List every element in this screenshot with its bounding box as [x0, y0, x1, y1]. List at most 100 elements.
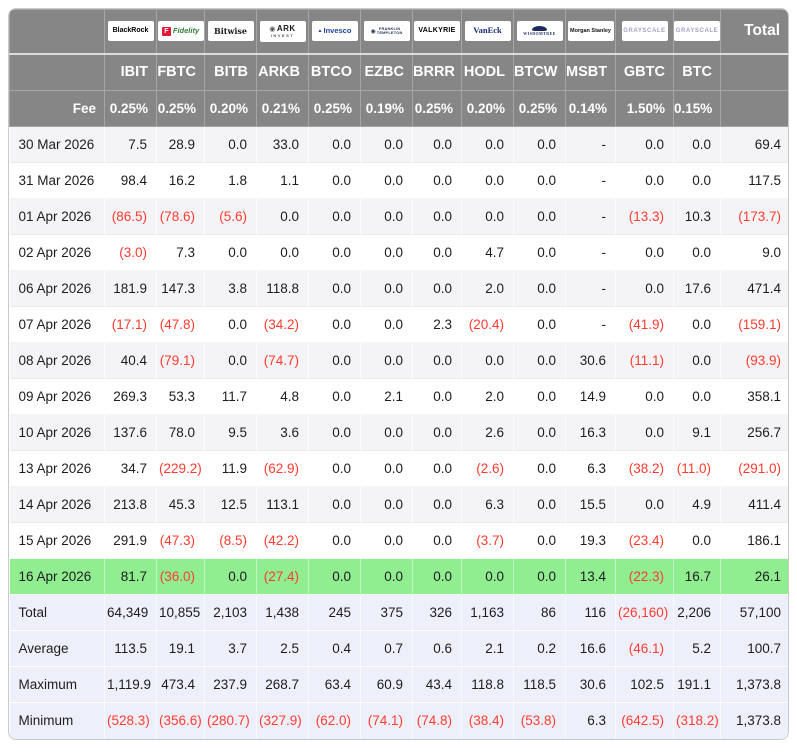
- flow-cell: 4.7: [461, 234, 514, 271]
- logo-text: WISDOMTREE: [523, 26, 555, 37]
- flow-cell: 16.7: [673, 558, 721, 595]
- row-total-cell: 9.0: [720, 234, 788, 271]
- fee-cell-hodl: 0.20%: [461, 90, 514, 127]
- summary-cell: 375: [360, 594, 413, 631]
- summary-cell: 0.4: [308, 630, 361, 667]
- flow-cell: 11.9: [204, 450, 257, 487]
- fee-cell-btc: 0.15%: [673, 90, 721, 127]
- provider-logo-text: WISDOMTREE: [523, 30, 556, 36]
- provider-logo-cell: GRAYSCALE: [673, 9, 721, 55]
- summary-cell: 2,103: [204, 594, 257, 631]
- flow-cell: 0.0: [673, 162, 721, 199]
- summary-cell: 3.7: [204, 630, 257, 667]
- table-row: 09 Apr 2026 269.3 53.3 11.7 4.8 0.0 2.1 0.0 2.0 0…: [9, 378, 788, 415]
- vaneck-logo: VanEck: [464, 21, 511, 42]
- flow-cell: (41.9): [615, 306, 674, 343]
- fee-cell-btco: 0.25%: [308, 90, 361, 127]
- date-cell: 07 Apr 2026: [9, 306, 105, 343]
- flow-cell: 0.0: [308, 558, 361, 595]
- provider-logo-text: Bitwise: [213, 25, 247, 36]
- flow-cell: 0.0: [513, 522, 566, 559]
- summary-cell: 116: [565, 594, 616, 631]
- summary-cell: 1,119.9: [104, 666, 157, 703]
- flow-cell: 0.0: [308, 342, 361, 379]
- summary-cell: 237.9: [204, 666, 257, 703]
- flow-cell: 0.0: [673, 126, 721, 163]
- flow-cell: 118.8: [256, 270, 309, 307]
- column-header-brrr: BRRR: [412, 53, 462, 91]
- table-row: 06 Apr 2026 181.9 147.3 3.8 118.8 0.0 0.0 0.0 2.…: [9, 270, 788, 307]
- date-cell: 31 Mar 2026: [9, 162, 105, 199]
- flow-cell: 9.5: [204, 414, 257, 451]
- date-cell: 15 Apr 2026: [9, 522, 105, 559]
- flow-cell: 7.5: [104, 126, 157, 163]
- column-header-gbtc: GBTC: [615, 53, 674, 91]
- flow-cell: 0.0: [673, 342, 721, 379]
- flow-cell: 0.0: [360, 558, 413, 595]
- date-cell: 02 Apr 2026: [9, 234, 105, 271]
- provider-logo-text: VanEck: [473, 25, 502, 36]
- summary-cell: 6.3: [565, 702, 616, 739]
- flow-cell: 0.0: [412, 378, 462, 415]
- column-header-ezbc: EZBC: [360, 53, 413, 91]
- summary-row-minimum: Minimum (528.3) (356.6) (280.7) (327.9) (62.0…: [9, 702, 788, 739]
- flow-cell: -: [565, 126, 616, 163]
- flow-cell: 0.0: [615, 234, 674, 271]
- flow-cell: 78.0: [156, 414, 205, 451]
- flow-cell: 0.0: [513, 306, 566, 343]
- logo-text: Invesco: [324, 26, 352, 36]
- flow-cell: 0.0: [615, 162, 674, 199]
- flow-cell: 3.8: [204, 270, 257, 307]
- flow-cell: (27.4): [256, 558, 309, 595]
- flow-cell: 0.0: [360, 270, 413, 307]
- provider-logo-text: Fidelity: [172, 25, 200, 35]
- row-total-cell: 471.4: [720, 270, 788, 307]
- wisdomtree-logo: WISDOMTREE: [516, 21, 563, 42]
- flow-cell: 0.0: [360, 414, 413, 451]
- fee-cell-arkb: 0.21%: [256, 90, 309, 127]
- summary-label: Minimum: [9, 702, 105, 739]
- provider-logo-cell: Invesco: [308, 9, 361, 55]
- summary-cell: (528.3): [104, 702, 157, 739]
- summary-cell: 16.6: [565, 630, 616, 667]
- flow-cell: -: [565, 162, 616, 199]
- flow-cell: 0.0: [308, 162, 361, 199]
- column-header-ibit: IBIT: [104, 53, 157, 91]
- flow-cell: 0.0: [204, 126, 257, 163]
- row-total-cell: 256.7: [720, 414, 788, 451]
- flow-cell: 15.5: [565, 486, 616, 523]
- ticker-row-total-blank: [720, 53, 788, 91]
- fee-cell-ibit: 0.25%: [104, 90, 157, 127]
- summary-cell: 1,163: [461, 594, 514, 631]
- summary-cell: 473.4: [156, 666, 205, 703]
- summary-cell: 326: [412, 594, 462, 631]
- flow-cell: (13.3): [615, 198, 674, 235]
- summary-row-maximum: Maximum 1,119.9 473.4 237.9 268.7 63.4 60.9 43.…: [9, 666, 788, 703]
- summary-cell: 102.5: [615, 666, 674, 703]
- flow-cell: 13.4: [565, 558, 616, 595]
- flow-cell: 81.7: [104, 558, 157, 595]
- provider-logo-text: INVEST: [270, 32, 295, 38]
- flow-cell: 0.0: [308, 270, 361, 307]
- provider-logo-cell: VanEck: [461, 9, 514, 55]
- provider-logo-text: BlackRock: [112, 27, 149, 35]
- row-total-cell: 186.1: [720, 522, 788, 559]
- column-header-btcw: BTCW: [513, 53, 566, 91]
- flow-cell: (86.5): [104, 198, 157, 235]
- row-total-cell: 26.1: [720, 558, 788, 595]
- flow-cell: (38.2): [615, 450, 674, 487]
- logo-text: Bitwise: [213, 25, 247, 36]
- row-total-cell: 358.1: [720, 378, 788, 415]
- ticker-header-row: IBIT FBTC BITB ARKB BTCO EZBC BRRR HODL BTCW MSBT…: [9, 53, 788, 91]
- date-cell: 14 Apr 2026: [9, 486, 105, 523]
- summary-cell: 5.2: [673, 630, 721, 667]
- summary-cell: 0.6: [412, 630, 462, 667]
- summary-label: Average: [9, 630, 105, 667]
- flow-cell: (47.3): [156, 522, 205, 559]
- flow-cell: 147.3: [156, 270, 205, 307]
- fee-cell-brrr: 0.25%: [412, 90, 462, 127]
- flow-cell: -: [565, 234, 616, 271]
- flow-cell: 0.0: [673, 522, 721, 559]
